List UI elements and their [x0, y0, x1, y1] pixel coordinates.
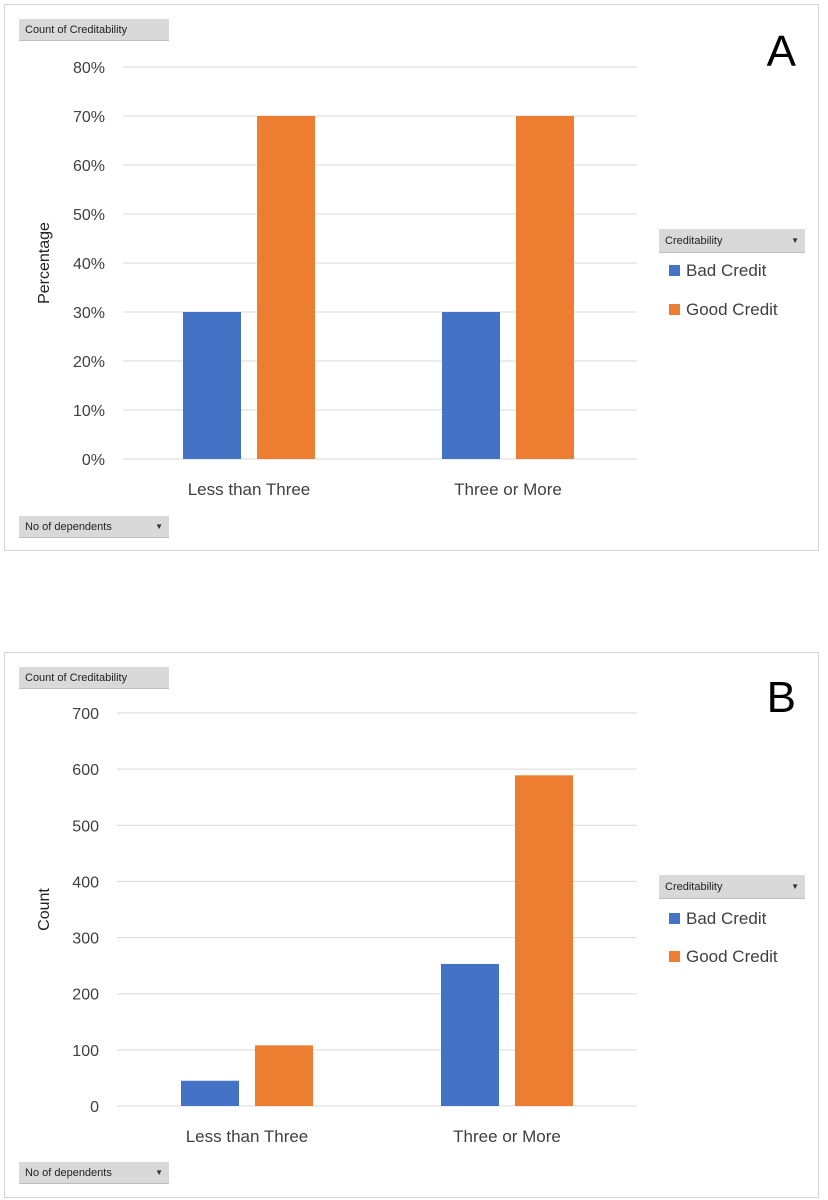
chart-a-plot: 0% 10% 20% 30% 40% 50% 60% 70% 80% Less than Thre…: [36, 60, 637, 499]
axis-field-label: No of dependents: [25, 1167, 112, 1179]
y-tick-label: 20%: [73, 354, 105, 371]
y-tick-label: 50%: [73, 207, 105, 224]
y-tick-label: 500: [72, 818, 99, 835]
bar-bad-0: [183, 312, 241, 459]
dropdown-arrow-icon: ▼: [155, 1168, 163, 1177]
y-tick-label: 600: [72, 762, 99, 779]
y-axis-title: Percentage: [36, 222, 53, 304]
y-tick-label: 200: [72, 987, 99, 1004]
x-tick-label: Three or More: [454, 480, 562, 499]
y-tick-label: 30%: [73, 305, 105, 322]
y-tick-label: 0%: [82, 452, 105, 469]
axis-field-label: No of dependents: [25, 521, 112, 533]
legend-swatch-good: [669, 304, 680, 315]
axis-field-button[interactable]: No of dependents ▼: [19, 1162, 169, 1184]
x-tick-label: Less than Three: [186, 1127, 309, 1146]
chart-panel-a: Count of Creditability A 0% 10% 20% 30% 40% 5…: [4, 4, 819, 551]
chart-b-plot: 0 100 200 300 400 500 600 700 Less than Three Thr…: [36, 706, 637, 1146]
legend-swatch-bad: [669, 265, 680, 276]
axis-field-button[interactable]: No of dependents ▼: [19, 516, 169, 538]
legend-label-good: Good Credit: [686, 947, 778, 966]
y-tick-label: 70%: [73, 109, 105, 126]
y-tick-label: 80%: [73, 60, 105, 77]
y-tick-label: 100: [72, 1043, 99, 1060]
legend-label-bad: Bad Credit: [686, 261, 767, 280]
legend-item-good: Good Credit: [669, 947, 778, 967]
y-tick-label: 60%: [73, 158, 105, 175]
legend-field-label: Creditability: [665, 235, 723, 247]
legend-label-bad: Bad Credit: [686, 909, 767, 928]
dropdown-arrow-icon: ▼: [791, 882, 799, 891]
values-field-button[interactable]: Count of Creditability: [19, 667, 169, 689]
y-tick-label: 400: [72, 874, 99, 891]
legend-swatch-bad: [669, 913, 680, 924]
bar-good-1: [516, 116, 574, 459]
chart-panel-b: Count of Creditability B 0 100 200 300 400 50…: [4, 652, 819, 1198]
x-tick-label: Less than Three: [188, 480, 311, 499]
dropdown-arrow-icon: ▼: [155, 522, 163, 531]
legend-swatch-good: [669, 951, 680, 962]
panel-letter: B: [766, 673, 796, 722]
bar-good-0: [255, 1045, 313, 1106]
y-tick-label: 10%: [73, 403, 105, 420]
legend-field-button[interactable]: Creditability ▼: [659, 875, 805, 899]
panel-letter: A: [766, 27, 796, 76]
y-tick-label: 700: [72, 706, 99, 723]
legend-field-button[interactable]: Creditability ▼: [659, 229, 805, 253]
legend-item-bad: Bad Credit: [669, 261, 766, 281]
bar-bad-1: [442, 312, 500, 459]
legend-item-good: Good Credit: [669, 300, 778, 320]
y-tick-label: 300: [72, 931, 99, 948]
bar-good-1: [515, 775, 573, 1106]
bar-bad-0: [181, 1080, 239, 1106]
y-tick-label: 0: [90, 1099, 99, 1116]
dropdown-arrow-icon: ▼: [791, 236, 799, 245]
bar-bad-1: [441, 963, 499, 1106]
legend-item-bad: Bad Credit: [669, 909, 766, 929]
legend-field-label: Creditability: [665, 881, 723, 893]
bar-good-0: [257, 116, 315, 459]
values-field-button[interactable]: Count of Creditability: [19, 19, 169, 41]
x-tick-label: Three or More: [453, 1127, 561, 1146]
y-axis-title: Count: [36, 888, 53, 931]
y-tick-label: 40%: [73, 256, 105, 273]
legend-label-good: Good Credit: [686, 300, 778, 319]
